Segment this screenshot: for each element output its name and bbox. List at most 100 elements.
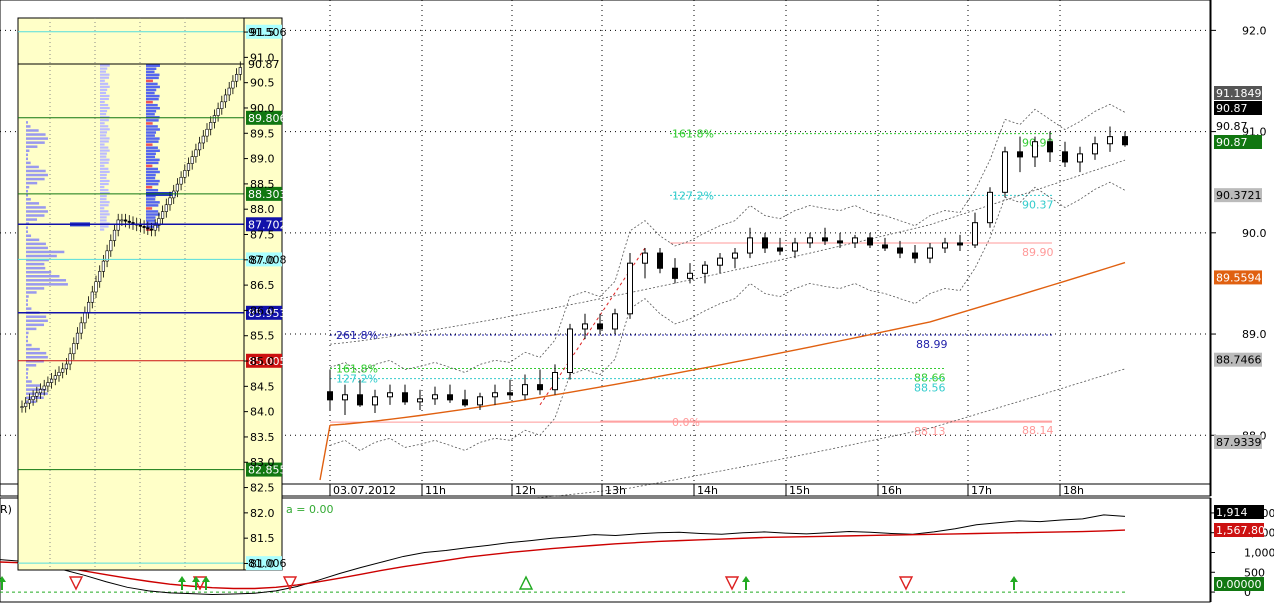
profile-bar (26, 291, 37, 294)
y-tick-label: 92.0 (1242, 24, 1267, 37)
profile-bar (100, 103, 109, 107)
profile-bar (100, 82, 109, 85)
inset-candle-body (87, 301, 91, 313)
inset-y-tick-label: 83.5 (250, 431, 275, 444)
profile-bar (146, 110, 157, 113)
profile-bar (26, 129, 39, 132)
osc-value-label: 0.00000 (1216, 578, 1262, 591)
profile-bar (100, 173, 107, 176)
profile-bar (100, 140, 109, 143)
profile-bar (26, 254, 57, 258)
profile-bar (146, 85, 160, 89)
inset-level-label-box (246, 305, 282, 320)
profile-bar (100, 210, 109, 213)
price-label: 90.3721 (1216, 189, 1262, 202)
profile-bar (146, 185, 153, 189)
profile-bar (26, 145, 38, 148)
profile-bar (100, 125, 109, 128)
profile-bar (100, 134, 107, 137)
profile-bar (100, 88, 108, 91)
profile-bar (100, 195, 107, 198)
osc-signal-line (0, 529, 1126, 590)
inset-candle-body (127, 220, 131, 223)
inset-candle-body (205, 128, 209, 137)
profile-bar (26, 202, 40, 205)
profile-bar (100, 64, 110, 67)
inset-candle-body (231, 80, 235, 89)
inset-candle-body (238, 67, 242, 75)
osc-value-label-box (1214, 577, 1264, 591)
price-label: 89.5594 (1216, 271, 1262, 284)
profile-bar (26, 368, 29, 371)
profile-bar (26, 189, 28, 193)
inset-y-tick-label: 82.5 (250, 482, 275, 495)
profile-bar (100, 185, 105, 189)
inset-candle-body (72, 343, 76, 355)
inset-candle-body (75, 332, 80, 344)
candle-body (582, 323, 588, 330)
inset-level-label: 88.303 (248, 188, 287, 201)
main-price-axis: 92.091.090.089.088.091.184990.8790.8790.… (1210, 0, 1267, 496)
candle-body (387, 392, 393, 398)
profile-bar (26, 295, 29, 298)
candle-body (597, 323, 603, 330)
inset-level-label: 85.953 (248, 307, 287, 320)
inset-level-label: 87.008 (248, 253, 287, 266)
profile-bar (26, 343, 32, 347)
profile-bar (26, 141, 45, 144)
inset-candle-body (223, 94, 228, 103)
candle-body (552, 372, 558, 391)
profile-bar (146, 91, 155, 95)
candle-body (447, 394, 453, 401)
sell-signal-icon (898, 576, 914, 591)
inset-y-tick-label: 86.5 (250, 279, 275, 292)
price-label-box (1214, 188, 1262, 203)
candle-body (867, 237, 873, 246)
candle-body (732, 252, 738, 259)
osc-y-tick-label: 1,000 (1244, 546, 1274, 559)
profile-bar (100, 182, 109, 186)
profile-bar (26, 372, 28, 375)
inset-y-tick-label: 91.5 (250, 26, 275, 39)
inset-candle-body (142, 226, 146, 228)
inset-y-tick-label: 88.0 (250, 203, 275, 216)
osc-value-label-box (1214, 523, 1264, 537)
candle-body (402, 392, 408, 403)
candle-body (462, 399, 468, 406)
profile-bar (146, 94, 160, 98)
osc-main-line (0, 514, 1126, 595)
profile-bar (26, 242, 46, 246)
profile-bar (146, 70, 155, 74)
fib-ratio-label: 261.8% (336, 329, 378, 342)
inset-candle-body (212, 115, 217, 123)
profile-bar (26, 283, 68, 286)
candle-body (702, 264, 708, 274)
profile-bar (26, 364, 37, 367)
osc-value-label: 1,914 (1216, 506, 1248, 519)
profile-bar (100, 164, 105, 167)
lower-band (329, 181, 1126, 451)
oscillator-label-mid: a = 0.00 (286, 503, 333, 516)
fib-ratio-label: 161.8% (336, 362, 378, 375)
candle-body (687, 272, 693, 279)
inset-candle-body (24, 402, 28, 407)
osc-y-tick-label: 0 (1244, 586, 1251, 599)
osc-value-label: 1,567.80 (1216, 524, 1265, 537)
profile-bar (26, 125, 31, 128)
candle-body (567, 328, 573, 374)
candle-body (1017, 151, 1023, 158)
profile-bar (100, 149, 110, 152)
candle-body (882, 244, 888, 249)
up-arrow-head-icon (192, 576, 200, 582)
inset-level-label-box (246, 186, 282, 201)
profile-bar (26, 327, 37, 331)
profile-bar (146, 100, 153, 104)
profile-bar (146, 103, 158, 107)
profile-bar (146, 161, 159, 165)
fib-ratio-label: 127.2% (672, 189, 714, 202)
up-arrow-head-icon (178, 576, 186, 582)
profile-bar (146, 158, 160, 162)
candle-body (372, 396, 378, 406)
candle-body (657, 252, 663, 269)
